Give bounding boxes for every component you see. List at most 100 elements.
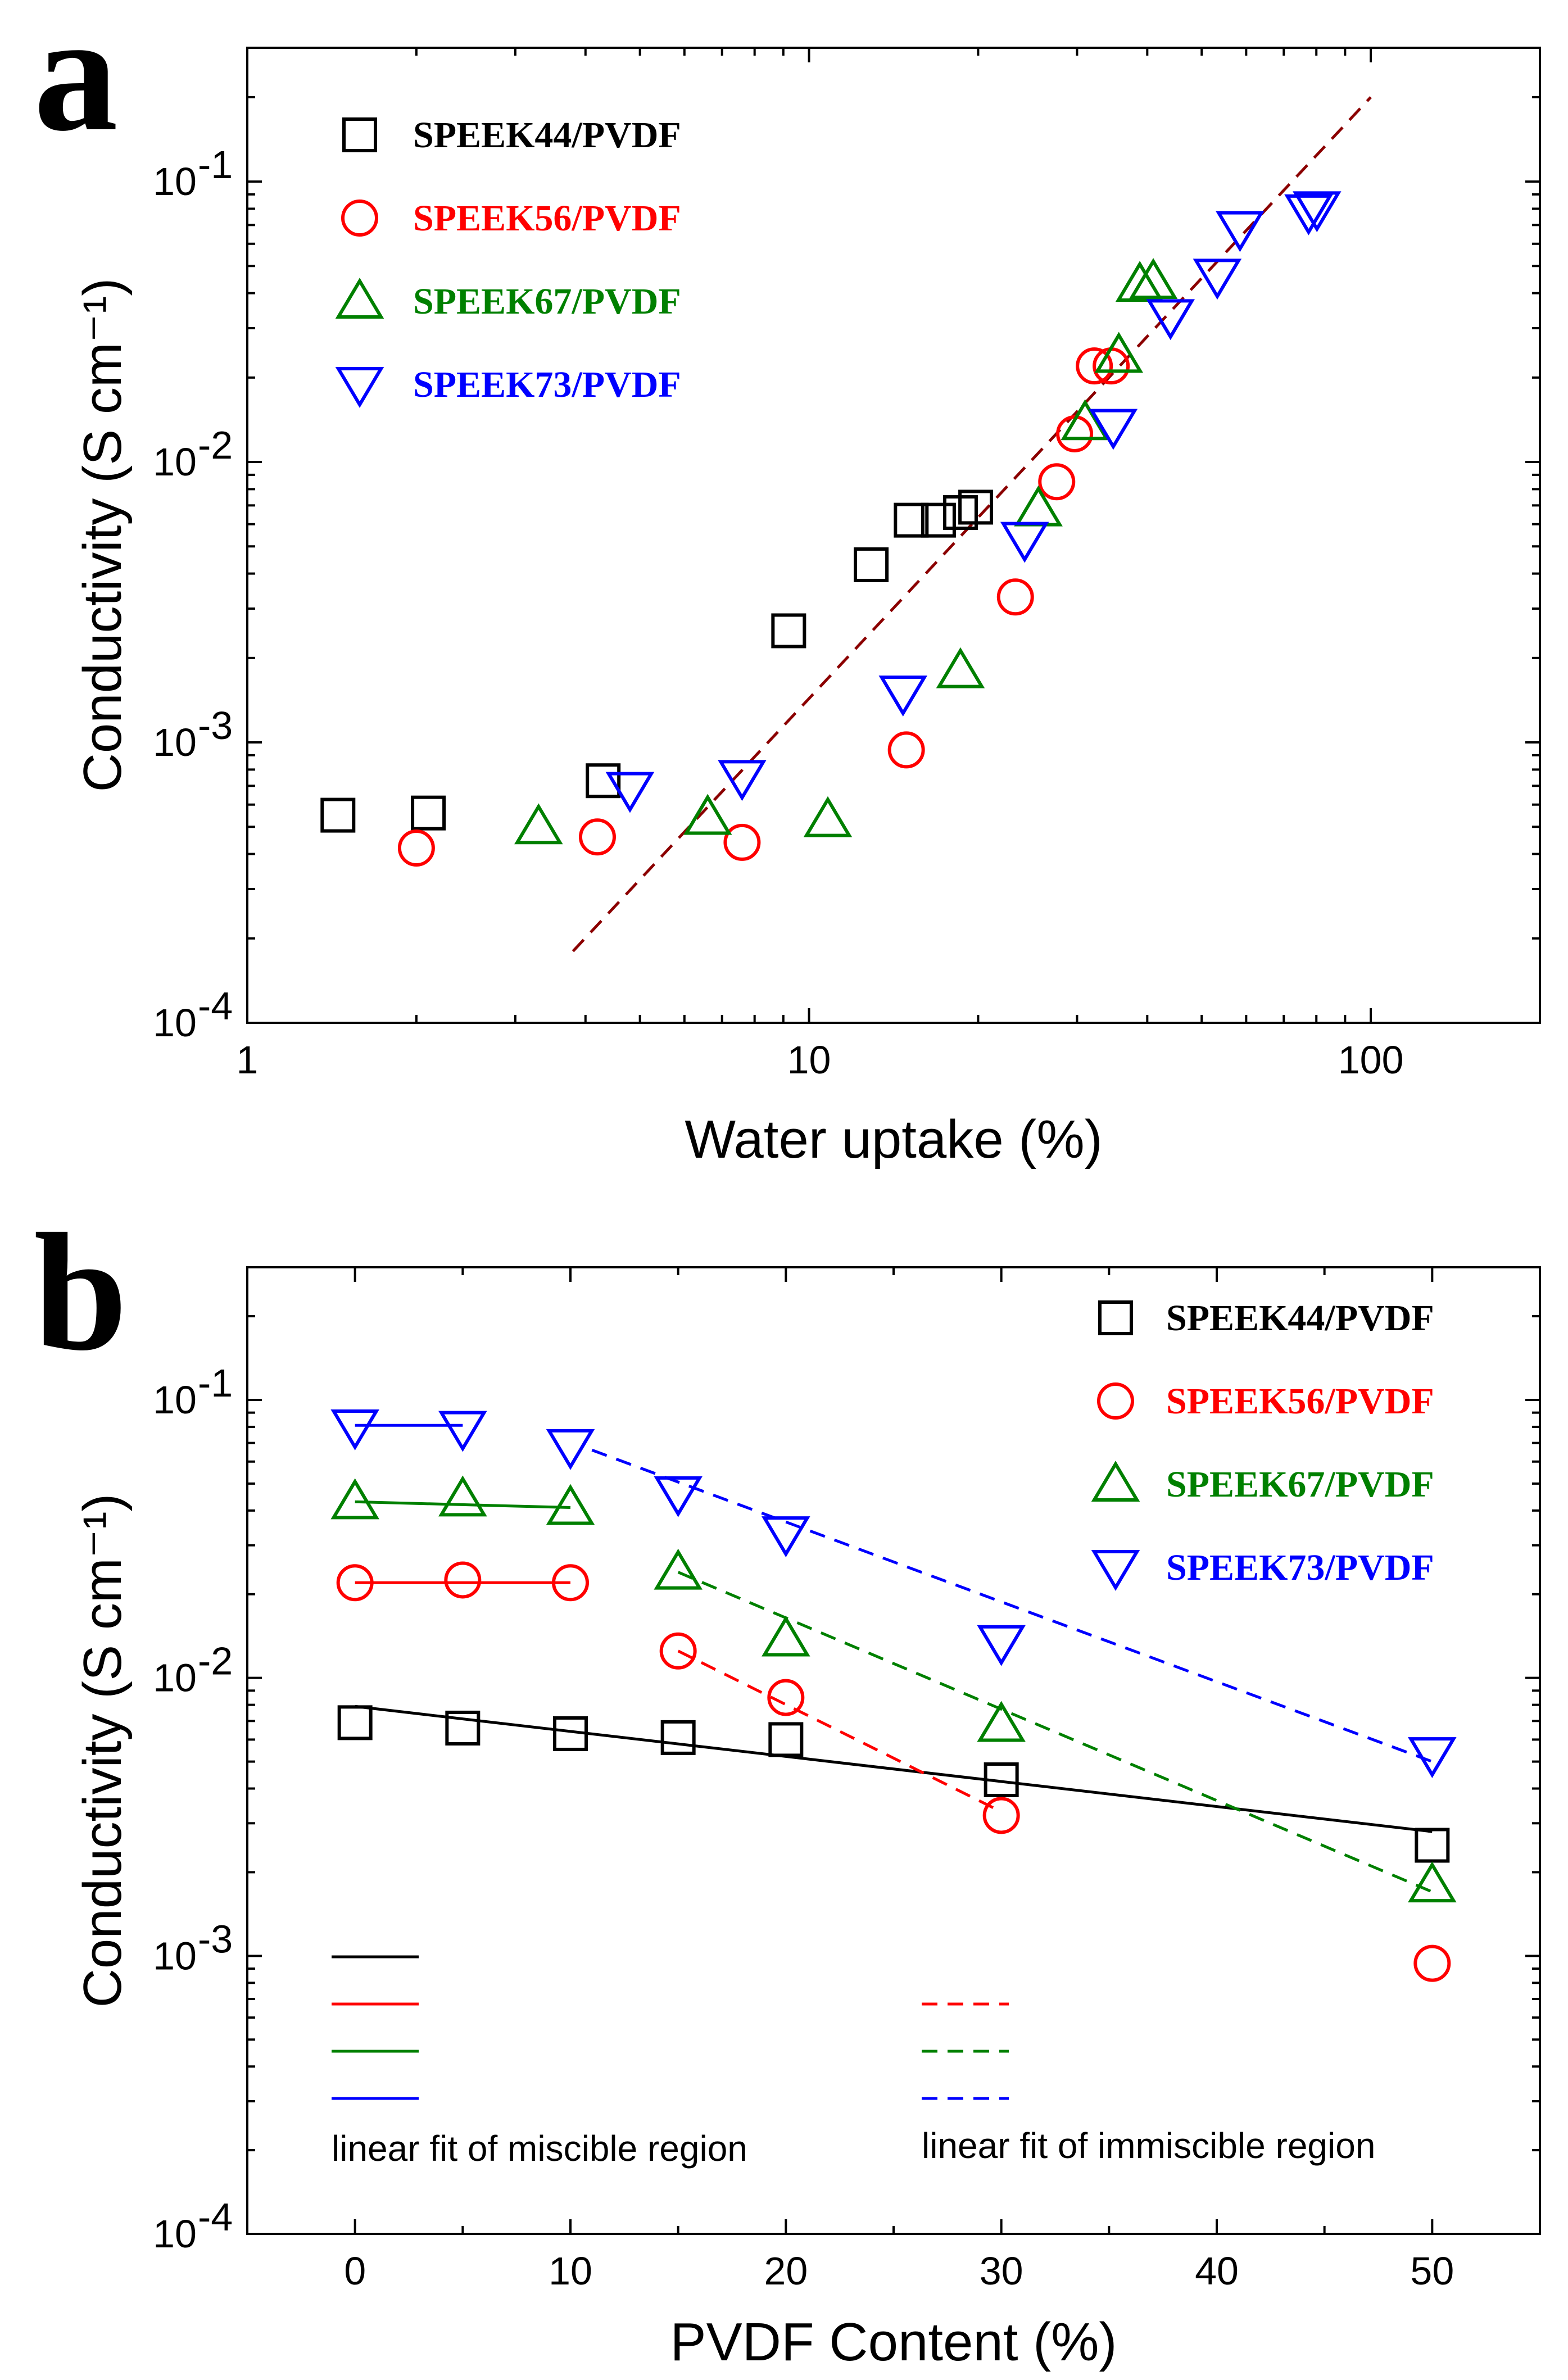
x-tick-label: 20 <box>764 2249 808 2293</box>
data-point <box>894 502 929 538</box>
y-tick-exponent: -3 <box>198 1917 233 1961</box>
panel-a-legend: SPEEK44/PVDF SPEEK56/PVDF SPEEK67/PVDF SPEE… <box>335 115 681 408</box>
data-point <box>438 1475 487 1517</box>
data-point <box>546 1429 595 1470</box>
legend-label: SPEEK44/PVDF <box>1166 1298 1434 1339</box>
panel-a-x-axis-title: Water uptake (%) <box>685 1109 1102 1169</box>
data-point <box>659 1632 697 1670</box>
y-tick-exponent: -4 <box>198 984 233 1028</box>
legend-label: SPEEK67/PVDF <box>1166 1464 1434 1505</box>
legend-label: SPEEK44/PVDF <box>413 115 681 156</box>
panel-b-x-axis-title: PVDF Content (%) <box>670 2312 1117 2372</box>
y-tick-label: 10 <box>153 1656 197 1700</box>
data-point <box>977 1701 1026 1742</box>
data-point <box>546 1484 595 1525</box>
data-point <box>438 1411 487 1452</box>
data-point <box>921 502 956 538</box>
data-point <box>654 1548 703 1590</box>
legend-marker <box>335 367 384 408</box>
panel-a: a 10 -410 -310 -210 -11 10 100 SPEEK44/PVDFSPE… <box>34 0 1541 1169</box>
data-point <box>1076 347 1113 385</box>
data-point <box>723 823 761 861</box>
data-point <box>854 547 889 582</box>
data-point <box>1415 1828 1450 1863</box>
panel-b-axis-ticks: 10 -410 -310 -210 -10 10 20 30 40 50 <box>153 1266 1541 2293</box>
legend-marker <box>1098 1300 1133 1335</box>
panel-a-data-points <box>320 191 1342 867</box>
data-point <box>1284 194 1333 235</box>
data-point <box>958 489 994 525</box>
data-point <box>411 795 446 831</box>
data-point <box>878 676 928 717</box>
legend-marker <box>342 117 377 152</box>
y-tick-exponent: -1 <box>198 143 233 187</box>
legend-marker <box>1091 1461 1140 1502</box>
legend-marker <box>1097 1382 1134 1420</box>
data-point <box>552 1564 589 1602</box>
y-tick-label: 10 <box>153 160 197 203</box>
x-tick-label: 50 <box>1410 2249 1454 2293</box>
data-point <box>936 647 985 688</box>
data-point <box>803 796 853 837</box>
data-point <box>1129 258 1178 299</box>
data-point <box>683 794 732 835</box>
legend-marker <box>1091 1550 1140 1591</box>
data-point <box>1413 1944 1451 1982</box>
legend-marker <box>341 200 378 237</box>
legend-label: SPEEK67/PVDF <box>413 281 681 322</box>
panel-a-y-axis-title: Conductivity (S cm⁻¹) <box>72 278 133 792</box>
data-point <box>762 1615 810 1657</box>
data-point <box>1408 1861 1457 1903</box>
data-point <box>444 1561 482 1599</box>
data-point <box>1115 261 1164 302</box>
data-point <box>337 1705 373 1740</box>
data-point <box>578 818 616 856</box>
panel-b-fit-legend: linear fit of miscible region linear fit… <box>332 1955 1375 2169</box>
panel-a-axis-ticks: 10 -410 -310 -210 -11 10 100 <box>153 47 1541 1082</box>
data-point <box>1000 522 1049 563</box>
panel-a-label: a <box>34 0 118 166</box>
data-point <box>718 760 767 801</box>
data-point <box>605 772 655 813</box>
panel-b-fit-lines <box>355 1424 1433 1893</box>
fit-line <box>677 1571 1433 1893</box>
y-tick-label: 10 <box>153 2212 197 2256</box>
data-point <box>336 1564 374 1602</box>
data-point <box>1193 259 1242 300</box>
x-tick-label: 100 <box>1338 1038 1404 1082</box>
data-point <box>397 829 435 867</box>
data-point <box>320 797 356 833</box>
data-point <box>660 1720 696 1755</box>
data-point <box>553 1716 588 1751</box>
panel-b-y-axis-title: Conductivity (S cm⁻¹) <box>72 1494 133 2008</box>
legend-label: SPEEK73/PVDF <box>1166 1547 1434 1588</box>
legend-label: SPEEK56/PVDF <box>413 198 681 239</box>
y-tick-label: 10 <box>153 1934 197 1978</box>
y-tick-exponent: -2 <box>198 1639 233 1683</box>
legend-label: SPEEK56/PVDF <box>1166 1381 1434 1422</box>
data-point <box>1293 191 1342 233</box>
data-point <box>1146 299 1195 341</box>
fit-line <box>355 1704 1433 1833</box>
data-point <box>1408 1737 1457 1778</box>
immiscible-fit-label: linear fit of immiscible region <box>922 2125 1375 2166</box>
data-point <box>887 731 925 769</box>
data-point <box>445 1710 481 1746</box>
data-point <box>982 1797 1020 1834</box>
data-point <box>1089 409 1138 450</box>
y-tick-exponent: -1 <box>198 1361 233 1405</box>
x-tick-label: 0 <box>344 2249 366 2293</box>
data-point <box>330 1478 379 1520</box>
x-tick-label: 1 <box>237 1038 259 1082</box>
panel-b-data-points <box>330 1409 1457 1982</box>
x-tick-label: 10 <box>787 1038 831 1082</box>
y-tick-label: 10 <box>153 1378 197 1422</box>
y-tick-label: 10 <box>153 1001 197 1045</box>
fit-line <box>677 1649 1002 1814</box>
data-point <box>514 803 563 845</box>
data-point <box>1216 211 1265 252</box>
data-point <box>767 1679 805 1716</box>
fit-line <box>591 1448 1433 1763</box>
